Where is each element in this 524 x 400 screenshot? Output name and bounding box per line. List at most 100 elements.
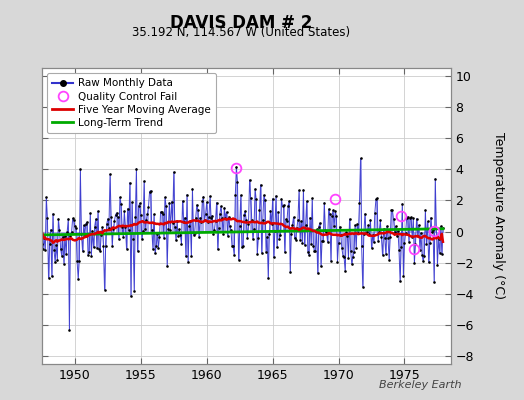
Point (331, 208, 340, 214)
Point (88, 228, 96, 234)
Point (263, 234, 271, 240)
Point (265, 231, 274, 238)
Point (388, 207, 397, 214)
Point (205, 214, 213, 220)
Point (328, 212, 336, 219)
Point (209, 231, 217, 238)
Point (231, 192, 239, 198)
Point (62, 251, 70, 257)
Point (170, 169, 178, 175)
Point (42, 194, 50, 200)
Point (130, 288, 138, 294)
Point (372, 196, 380, 202)
Point (394, 228, 402, 234)
Point (246, 195, 255, 202)
Point (274, 208, 282, 215)
Point (109, 226, 117, 232)
Point (99, 242, 107, 249)
Point (384, 235, 392, 241)
Point (222, 209, 231, 215)
Point (218, 215, 226, 222)
Point (428, 229, 436, 236)
Point (377, 234, 386, 240)
Point (280, 249, 289, 255)
Point (435, 250, 444, 256)
Point (334, 240, 343, 246)
Point (418, 251, 426, 258)
Point (308, 195, 316, 202)
Point (68, 229, 76, 235)
Point (198, 198, 206, 205)
Point (396, 278, 405, 285)
Point (350, 249, 358, 255)
Point (150, 211, 158, 218)
Point (92, 216, 100, 222)
Point (199, 193, 208, 200)
Point (239, 243, 247, 250)
Point (83, 219, 91, 225)
Point (97, 232, 105, 238)
Point (267, 221, 276, 227)
Point (230, 252, 238, 258)
Point (59, 233, 67, 240)
Point (153, 230, 161, 237)
Point (77, 231, 85, 238)
Point (121, 223, 129, 230)
Point (410, 260, 419, 266)
Point (152, 243, 160, 250)
Point (283, 218, 291, 224)
Point (390, 229, 399, 235)
Point (352, 244, 361, 251)
Point (289, 214, 298, 220)
Point (167, 198, 176, 205)
Point (40, 235, 48, 242)
Point (86, 210, 94, 216)
Point (124, 206, 132, 212)
Point (46, 240, 54, 247)
Point (39, 246, 47, 252)
Point (312, 226, 321, 233)
Point (364, 222, 373, 228)
Point (408, 234, 417, 240)
Point (240, 212, 248, 218)
Point (104, 216, 112, 222)
Point (206, 193, 214, 200)
Point (190, 230, 199, 236)
Point (178, 198, 187, 204)
Point (295, 187, 303, 194)
Point (256, 182, 265, 188)
Point (145, 188, 154, 195)
Point (169, 220, 177, 226)
Point (402, 215, 411, 221)
Point (51, 259, 59, 266)
Point (54, 216, 62, 222)
Point (276, 232, 285, 238)
Point (300, 242, 309, 248)
Point (159, 211, 167, 217)
Point (224, 214, 233, 220)
Point (363, 229, 372, 235)
Point (192, 214, 200, 221)
Point (116, 194, 124, 200)
Point (313, 270, 322, 276)
Point (344, 255, 353, 262)
Point (173, 218, 181, 224)
Point (187, 253, 195, 259)
Point (381, 251, 390, 257)
Point (341, 268, 350, 274)
Point (365, 230, 374, 237)
Point (160, 234, 168, 241)
Point (31, 234, 39, 240)
Point (425, 240, 434, 246)
Point (386, 234, 395, 241)
Point (49, 210, 57, 217)
Point (431, 176, 440, 182)
Point (287, 230, 296, 237)
Point (50, 247, 58, 253)
Point (175, 226, 183, 232)
Point (337, 245, 346, 252)
Point (281, 216, 290, 222)
Point (111, 212, 119, 218)
Point (345, 216, 354, 222)
Point (366, 217, 375, 223)
